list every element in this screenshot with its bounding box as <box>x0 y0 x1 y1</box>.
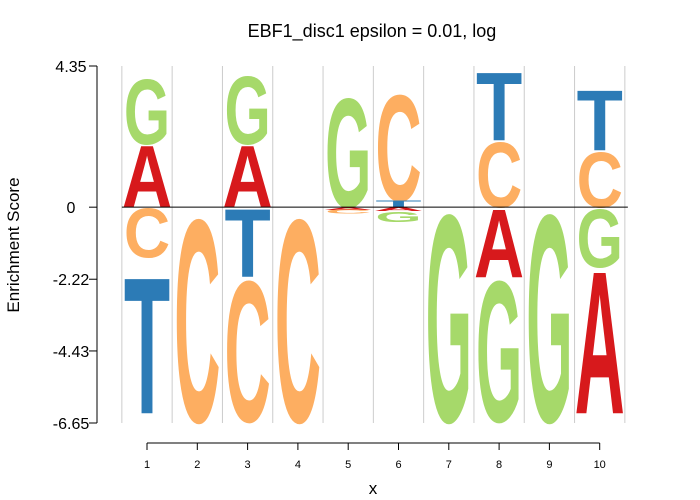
x-tick-label: 6 <box>395 459 401 471</box>
logo-letter-G: G <box>375 209 421 226</box>
logo-letter-G: G <box>476 238 522 465</box>
x-tick-label: 8 <box>496 459 502 471</box>
logo-letter-G: G <box>526 154 572 485</box>
x-tick-label: 10 <box>594 459 606 471</box>
logo-letter-C: C <box>275 159 321 484</box>
x-axis-label: x <box>369 479 378 498</box>
logo-letter-C: C <box>577 137 623 225</box>
logo-letter-G: G <box>426 154 472 485</box>
logo-letter-A: A <box>575 230 625 458</box>
logo-letter-C: C <box>325 209 371 215</box>
logo-letter-A: A <box>223 127 273 226</box>
x-tick-label: 9 <box>546 459 552 471</box>
y-tick-label: -4.43 <box>53 344 90 361</box>
logo-letter-C: C <box>224 239 270 464</box>
axes: 4.35 0 -2.22 -4.43 -6.65 1 2 3 4 5 6 7 8 9 10 <box>53 59 628 471</box>
x-tick-label: 1 <box>144 459 150 471</box>
logo-letter-T: T <box>375 199 421 209</box>
logo-letter-T: T <box>224 190 270 298</box>
x-tick-label: 3 <box>245 459 251 471</box>
logo-letter-G: G <box>577 192 623 285</box>
logo-letter-C: C <box>375 63 421 234</box>
logo-letter-C: C <box>174 159 220 484</box>
logo-letter-T: T <box>124 238 170 456</box>
x-tick-label: 5 <box>345 459 351 471</box>
x-tick-label: 2 <box>194 459 200 471</box>
logo-letter-G: G <box>224 57 270 166</box>
x-tick-label: 4 <box>295 459 301 471</box>
grid-lines <box>121 66 626 423</box>
logo-letter-C: C <box>124 195 170 273</box>
logo-letter-T: T <box>577 74 623 170</box>
logo-letter-A: A <box>323 207 373 211</box>
chart-title: EBF1_disc1 epsilon = 0.01, log <box>248 21 497 42</box>
y-tick-label: 4.35 <box>55 59 86 76</box>
y-tick-label: 0 <box>67 200 76 217</box>
logo-letter-A: A <box>122 127 172 226</box>
logo-letter-G: G <box>325 67 371 241</box>
logo-letter-A: A <box>373 206 423 212</box>
logo-letter-G: G <box>124 59 170 164</box>
logo-letter-T: T <box>476 54 522 162</box>
logo-letter-A: A <box>474 188 524 297</box>
y-tick-label: -6.65 <box>53 416 90 433</box>
logo-letter-C: C <box>476 123 522 227</box>
y-axis-label: Enrichment Score <box>4 177 23 312</box>
y-tick-label: -2.22 <box>53 272 90 289</box>
x-tick-label: 7 <box>446 459 452 471</box>
